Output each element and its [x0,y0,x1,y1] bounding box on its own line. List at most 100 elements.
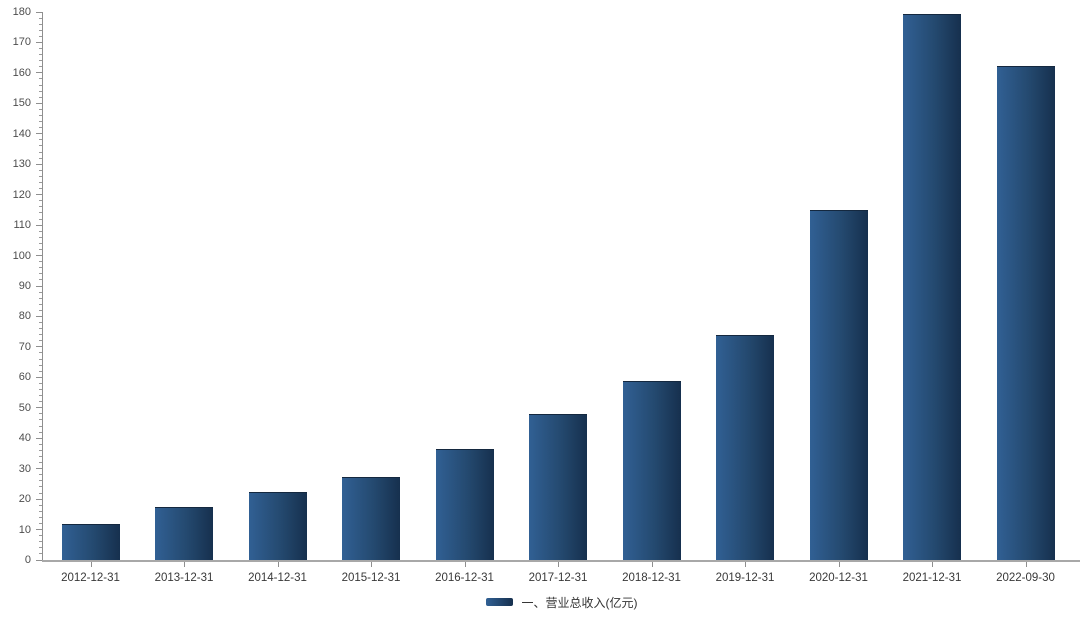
y-minor-tick-142 [39,127,42,129]
x-tick-2022-09-30 [1025,562,1027,567]
y-tick-label-180: 180 [12,6,31,18]
y-minor-tick-116 [39,206,42,208]
y-minor-tick-28 [39,474,42,476]
bar-2022-09-30[interactable] [996,65,1055,560]
y-minor-tick-4 [39,547,42,549]
bar-2017-12-31[interactable] [529,414,587,560]
y-minor-tick-108 [39,230,42,232]
y-minor-tick-68 [39,352,42,354]
y-major-tick-180 [36,11,42,13]
y-minor-tick-174 [39,29,42,31]
x-tick-label-2022-09-30: 2022-09-30 [996,572,1055,584]
y-tick-label-90: 90 [18,280,31,292]
y-minor-tick-166 [39,54,42,56]
x-tick-2015-12-31 [371,562,372,567]
y-minor-tick-44 [39,425,42,427]
y-minor-tick-144 [39,121,42,123]
y-minor-tick-154 [39,90,42,92]
y-minor-tick-74 [39,334,42,336]
y-major-tick-100 [36,255,42,257]
y-minor-tick-172 [39,35,42,37]
y-minor-tick-124 [39,181,42,183]
y-minor-tick-26 [39,480,42,482]
y-minor-tick-84 [39,303,42,305]
bar-2014-12-31[interactable] [248,492,307,560]
bar-2020-12-31[interactable] [809,209,868,560]
y-tick-label-140: 140 [12,127,31,140]
y-minor-tick-148 [39,108,42,110]
y-tick-label-160: 160 [12,66,31,79]
y-minor-tick-78 [39,322,42,324]
bar-2019-12-31[interactable] [716,335,774,560]
x-tick-2017-12-31 [558,562,559,567]
x-tick-label-2020-12-31: 2020-12-31 [809,572,868,584]
y-major-tick-20 [36,498,42,500]
y-tick-label-120: 120 [12,188,31,201]
legend-swatch [485,598,513,606]
y-tick-label-130: 130 [12,158,31,171]
y-minor-tick-8 [39,535,42,537]
x-tick-label-2017-12-31: 2017-12-31 [528,572,588,584]
x-tick-2018-12-31 [651,562,653,567]
y-minor-tick-52 [39,401,42,403]
y-minor-tick-48 [39,413,42,415]
legend-item-revenue[interactable]: 一、营业总收入(亿元) [43,592,1080,612]
y-minor-tick-32 [39,462,42,464]
y-minor-tick-104 [39,242,42,244]
y-minor-tick-86 [39,297,42,299]
y-minor-tick-14 [39,516,42,518]
y-minor-tick-56 [39,389,42,390]
y-minor-tick-118 [39,200,42,202]
y-tick-label-150: 150 [12,97,31,110]
x-tick-label-2013-12-31: 2013-12-31 [154,572,214,584]
y-minor-tick-126 [39,175,42,177]
bar-2018-12-31[interactable] [622,381,681,560]
x-tick-label-2015-12-31: 2015-12-31 [341,572,401,584]
y-axis [42,12,43,560]
y-minor-tick-132 [39,157,42,159]
x-tick-2016-12-31 [464,562,466,567]
y-minor-tick-94 [39,273,42,275]
x-tick-2012-12-31 [90,562,92,567]
y-minor-tick-64 [39,364,42,366]
y-tick-label-80: 80 [18,310,31,323]
y-major-tick-70 [36,346,42,348]
y-minor-tick-92 [39,279,42,281]
x-tick-label-2012-12-31: 2012-12-31 [61,572,120,584]
y-tick-label-110: 110 [13,219,31,232]
y-minor-tick-54 [39,395,42,397]
y-minor-tick-22 [39,492,42,494]
bar-2021-12-31[interactable] [903,13,961,560]
y-minor-tick-122 [39,188,42,190]
y-tick-label-20: 20 [18,493,31,506]
bar-2012-12-31[interactable] [61,524,120,560]
y-minor-tick-112 [39,218,42,220]
bar-2015-12-31[interactable] [342,476,400,560]
y-minor-tick-58 [39,382,42,384]
y-tick-label-0: 0 [24,554,31,566]
y-minor-tick-2 [39,553,42,555]
y-minor-tick-72 [39,340,42,342]
y-minor-tick-38 [39,443,42,445]
x-tick-label-2016-12-31: 2016-12-31 [435,572,494,584]
x-tick-label-2018-12-31: 2018-12-31 [622,572,681,584]
legend-label: 一、营业总收入(亿元) [521,595,638,610]
y-major-tick-50 [36,407,42,409]
y-minor-tick-12 [39,522,42,524]
y-minor-tick-88 [39,291,42,293]
y-major-tick-30 [36,468,42,470]
y-minor-tick-106 [39,236,42,238]
y-minor-tick-76 [39,328,42,330]
y-tick-label-100: 100 [12,249,31,262]
y-minor-tick-42 [39,431,42,433]
y-minor-tick-178 [39,17,42,19]
y-major-tick-150 [36,102,42,104]
y-minor-tick-24 [39,486,42,488]
y-minor-tick-176 [39,23,42,25]
y-minor-tick-134 [39,151,42,153]
bar-2016-12-31[interactable] [435,448,494,560]
x-tick-label-2021-12-31: 2021-12-31 [902,572,962,584]
bar-2013-12-31[interactable] [155,507,213,560]
y-tick-label-40: 40 [18,432,31,445]
